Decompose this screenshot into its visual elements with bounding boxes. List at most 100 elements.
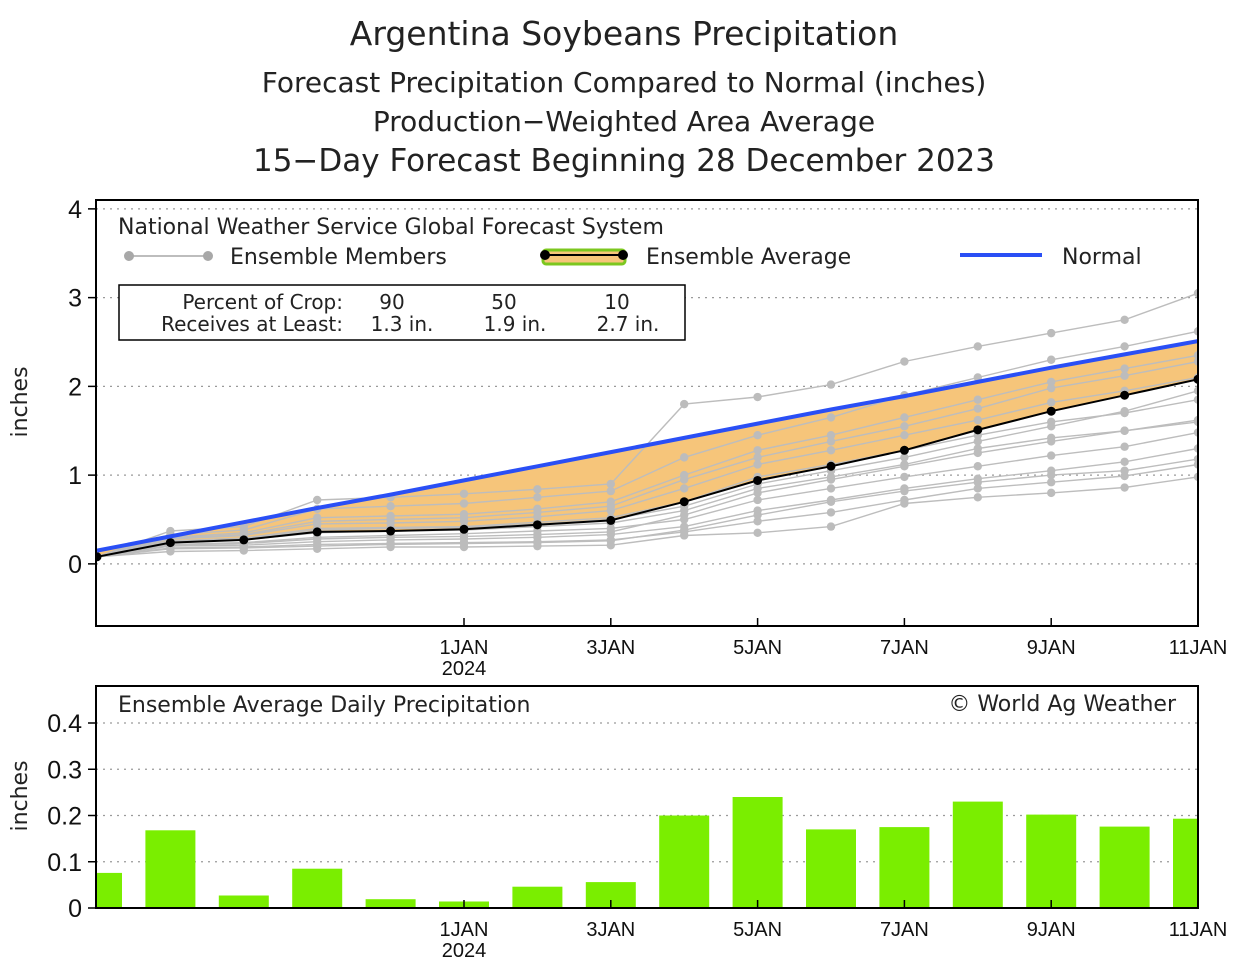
- top-y-tick-label: 3: [68, 285, 82, 313]
- ensemble-member-point: [1120, 364, 1129, 373]
- bottom-x-tick-label: 7JAN: [880, 919, 929, 941]
- ensemble-member-point: [1193, 288, 1198, 298]
- normal-line: [96, 339, 1198, 553]
- ensemble-average-points: [96, 374, 1198, 562]
- ensemble-member-point: [1193, 357, 1198, 366]
- ensemble-average-point: [679, 497, 689, 507]
- ensemble-member-point: [826, 508, 836, 517]
- bottom-y-axis-ticks: 0 0.1 0.2 0.3 0.4: [47, 710, 96, 923]
- bottom-x-tick-label: 11JAN: [1169, 919, 1228, 941]
- daily-bar: [659, 815, 710, 908]
- ensemble-member-line: [96, 476, 1198, 558]
- daily-bar: [292, 868, 343, 908]
- ensemble-member-point: [1193, 395, 1198, 404]
- ensemble-member-point: [973, 484, 982, 493]
- ensemble-member-point: [1120, 426, 1129, 435]
- crop-table-percent-50: 50: [491, 290, 516, 314]
- ensemble-member-point: [900, 422, 909, 431]
- ensemble-average-point: [1193, 374, 1198, 384]
- crop-table-percent-90: 90: [379, 290, 404, 314]
- ensemble-member-point: [753, 488, 762, 498]
- ensemble-average-point: [1046, 406, 1056, 416]
- ensemble-member-point: [386, 540, 395, 549]
- ensemble-member-point: [826, 475, 836, 484]
- ensemble-member-point: [900, 357, 909, 366]
- ensemble-member-point: [753, 460, 762, 469]
- bottom-plot-frame: [95, 685, 1199, 909]
- ensemble-member-point: [459, 513, 469, 522]
- chart-title: Argentina Soybeans Precipitation: [350, 14, 898, 53]
- ensemble-member-point: [753, 517, 762, 526]
- top-y-tick-label: 0: [68, 551, 82, 579]
- chart-subtitle-3: 15−Day Forecast Beginning 28 December 20…: [253, 143, 995, 179]
- ensemble-member-point: [386, 533, 395, 542]
- ensemble-member-point: [1047, 488, 1056, 498]
- bottom-y-tick-label: 0.2: [47, 803, 82, 831]
- ensemble-member-line: [96, 360, 1198, 558]
- ensemble-member-point: [1047, 328, 1056, 338]
- ensemble-member-line: [96, 330, 1198, 558]
- credit-label: © World Ag Weather: [948, 692, 1177, 717]
- ensemble-member-point: [753, 528, 762, 538]
- ensemble-member-line: [96, 354, 1198, 558]
- ensemble-member-point: [533, 508, 542, 517]
- ensemble-member-line: [96, 399, 1198, 558]
- departure-band: [97, 341, 1198, 557]
- crop-table-amount-90: 1.3 in.: [371, 312, 434, 336]
- bottom-x-tick-label: 9JAN: [1027, 919, 1076, 941]
- bottom-x-tick-label: 1JAN: [440, 919, 489, 941]
- bottom-y-axis-label: inches: [8, 760, 33, 831]
- ensemble-average-point: [386, 526, 396, 536]
- ensemble-member-point: [973, 493, 982, 502]
- daily-bar: [512, 886, 563, 908]
- ensemble-member-point: [973, 437, 982, 446]
- top-plot-area: [96, 288, 1198, 562]
- ensemble-member-point: [606, 527, 615, 537]
- ensemble-member-point: [1047, 377, 1056, 387]
- ensemble-member-point: [753, 430, 762, 440]
- ensemble-member-point: [1193, 454, 1198, 464]
- ensemble-member-point: [973, 404, 982, 413]
- top-y-tick-label: 4: [68, 196, 82, 224]
- ensemble-member-point: [1193, 415, 1198, 425]
- ensemble-member-point: [313, 541, 322, 551]
- ensemble-member-point: [826, 380, 836, 389]
- ensemble-member-point: [459, 499, 469, 508]
- ensemble-member-point: [1120, 407, 1129, 416]
- top-x-tick-year: 2024: [442, 658, 487, 680]
- ensemble-member-point: [1120, 483, 1129, 492]
- top-x-tick-label: 11JAN: [1169, 637, 1228, 659]
- bottom-x-tick-label: 3JAN: [586, 919, 635, 941]
- ensemble-member-line: [96, 447, 1198, 558]
- ensemble-member-point: [1193, 472, 1198, 482]
- ensemble-member-point: [1120, 442, 1129, 451]
- bottom-y-tick-label: 0.3: [47, 756, 82, 784]
- ensemble-average-point: [826, 461, 836, 471]
- ensemble-member-point: [680, 453, 689, 462]
- ensemble-member-point: [973, 448, 982, 458]
- ensemble-member-point: [973, 415, 982, 425]
- ensemble-average-point: [459, 524, 469, 534]
- ensemble-member-point: [1120, 342, 1129, 351]
- bottom-y-tick-label: 0.4: [47, 710, 82, 738]
- ensemble-member-point: [680, 525, 689, 535]
- bottom-x-tick-year: 2024: [442, 940, 487, 962]
- ensemble-member-point: [680, 475, 689, 484]
- ensemble-member-point: [826, 430, 836, 440]
- top-y-tick-label: 1: [68, 462, 82, 490]
- ensemble-member-line: [96, 458, 1198, 558]
- ensemble-member-point: [900, 495, 909, 505]
- ensemble-member-point: [973, 395, 982, 404]
- legend-members-dot-right: [203, 251, 213, 261]
- ensemble-average-point: [165, 538, 175, 548]
- top-x-tick-label: 5JAN: [733, 637, 782, 659]
- ensemble-member-point: [753, 495, 762, 505]
- crop-table-percent-10: 10: [604, 290, 629, 314]
- ensemble-member-point: [753, 453, 762, 462]
- ensemble-member-point: [826, 446, 836, 455]
- ensemble-member-point: [753, 392, 762, 402]
- chart-subtitle-2: Production−Weighted Area Average: [373, 105, 875, 138]
- ensemble-member-point: [1120, 315, 1129, 325]
- daily-bar: [218, 895, 269, 908]
- ensemble-member-point: [166, 526, 175, 536]
